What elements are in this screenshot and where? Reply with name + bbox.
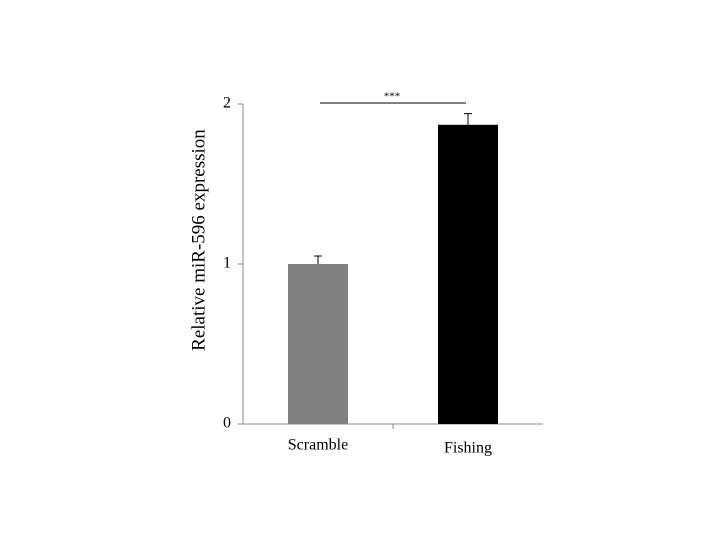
x-tick-label: Scramble bbox=[288, 437, 348, 454]
y-tick-label: 2 bbox=[223, 95, 231, 112]
annotation: *** bbox=[384, 91, 401, 103]
bar bbox=[438, 124, 498, 425]
error-bar bbox=[314, 255, 322, 264]
error-bar bbox=[464, 113, 472, 125]
x-tick-label: Fishing bbox=[444, 440, 492, 457]
bar bbox=[288, 264, 348, 424]
y-tick-label: 0 bbox=[223, 415, 231, 432]
y-axis-label: Relative miR-596 expression bbox=[188, 129, 209, 351]
y-tick-label: 1 bbox=[223, 255, 231, 272]
